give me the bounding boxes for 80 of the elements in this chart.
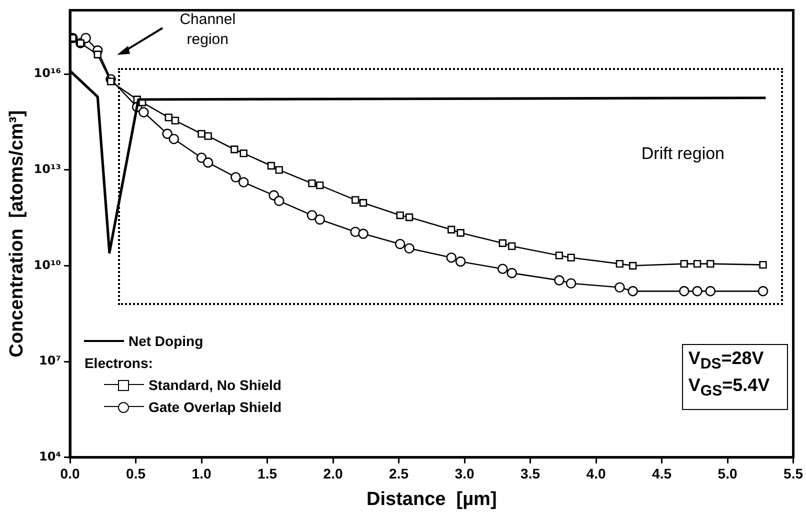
point [358, 228, 368, 239]
point [693, 260, 702, 268]
point [274, 196, 284, 206]
point [162, 128, 172, 139]
point [404, 243, 414, 254]
annotation: Drift region [641, 144, 725, 164]
point [567, 254, 575, 262]
x-tick-label: 1.0 [192, 466, 212, 482]
y-tick-label: 10¹³ [34, 162, 62, 176]
point [455, 256, 466, 267]
point [506, 268, 518, 278]
point [76, 39, 84, 47]
x-tick-label: 5.0 [718, 466, 738, 482]
x-tick-label: 4.5 [652, 466, 672, 482]
annotation: V$_{DS}$=28V [688, 348, 764, 372]
point [267, 162, 276, 170]
x-tick-label: 4.0 [586, 466, 606, 482]
point [759, 260, 767, 269]
point [678, 286, 690, 296]
y-tick-label: 10¹⁰ [34, 258, 62, 272]
point [566, 278, 576, 289]
point [446, 252, 457, 263]
annotation: Channel region [178, 10, 237, 50]
point [616, 260, 624, 268]
point [758, 286, 768, 296]
point [554, 275, 564, 286]
legend-label: Standard, No Shield [148, 376, 282, 395]
x-tick-label: 5.5 [784, 466, 804, 482]
x-tick-label: 1.5 [258, 466, 278, 482]
point [628, 286, 638, 296]
x-tick-label: 0.5 [126, 466, 146, 482]
point [498, 239, 506, 247]
x-tick-label: 2.0 [323, 466, 343, 482]
legend-label: Net Doping [128, 332, 204, 351]
point [359, 199, 368, 207]
point [230, 146, 238, 154]
point [498, 264, 508, 274]
point [705, 286, 716, 296]
x-tick-label: 2.5 [389, 466, 409, 482]
point [706, 260, 714, 268]
point [680, 260, 688, 268]
point [448, 226, 456, 234]
legend-label: Gate Overlap Shield [148, 398, 282, 417]
legend-title: Electrons: [84, 354, 154, 373]
y-tick-label: 10⁷ [39, 354, 62, 368]
point [306, 210, 318, 220]
point [456, 229, 464, 237]
point [614, 282, 625, 293]
point [238, 177, 249, 188]
point [555, 252, 564, 260]
point [314, 214, 326, 225]
point [508, 242, 516, 250]
y-axis-title: Concentration [atoms/cm³] [6, 110, 28, 358]
x-tick-label: 3.5 [520, 466, 540, 482]
point [138, 107, 149, 118]
y-tick-label: 10⁴ [39, 450, 62, 464]
point [240, 150, 248, 158]
point [204, 132, 212, 140]
point [394, 238, 406, 250]
x-tick-label: 3.0 [454, 466, 474, 482]
point [171, 116, 180, 124]
point [106, 78, 115, 86]
x-axis-title: Distance [µm] [366, 488, 497, 510]
x-tick-label: 0.0 [60, 466, 80, 482]
point [308, 180, 316, 188]
point [405, 213, 414, 222]
point [396, 211, 404, 220]
point [629, 262, 637, 270]
point [230, 172, 241, 182]
point [198, 130, 206, 138]
point [275, 166, 283, 174]
point [164, 114, 172, 122]
point [94, 50, 102, 58]
y-tick-label: 10¹⁶ [34, 66, 62, 80]
point [168, 134, 180, 144]
point [692, 286, 702, 296]
point [202, 157, 214, 168]
annotation: V$_{GS}$=5.4V [688, 374, 770, 400]
point [352, 196, 360, 204]
point [316, 181, 324, 190]
